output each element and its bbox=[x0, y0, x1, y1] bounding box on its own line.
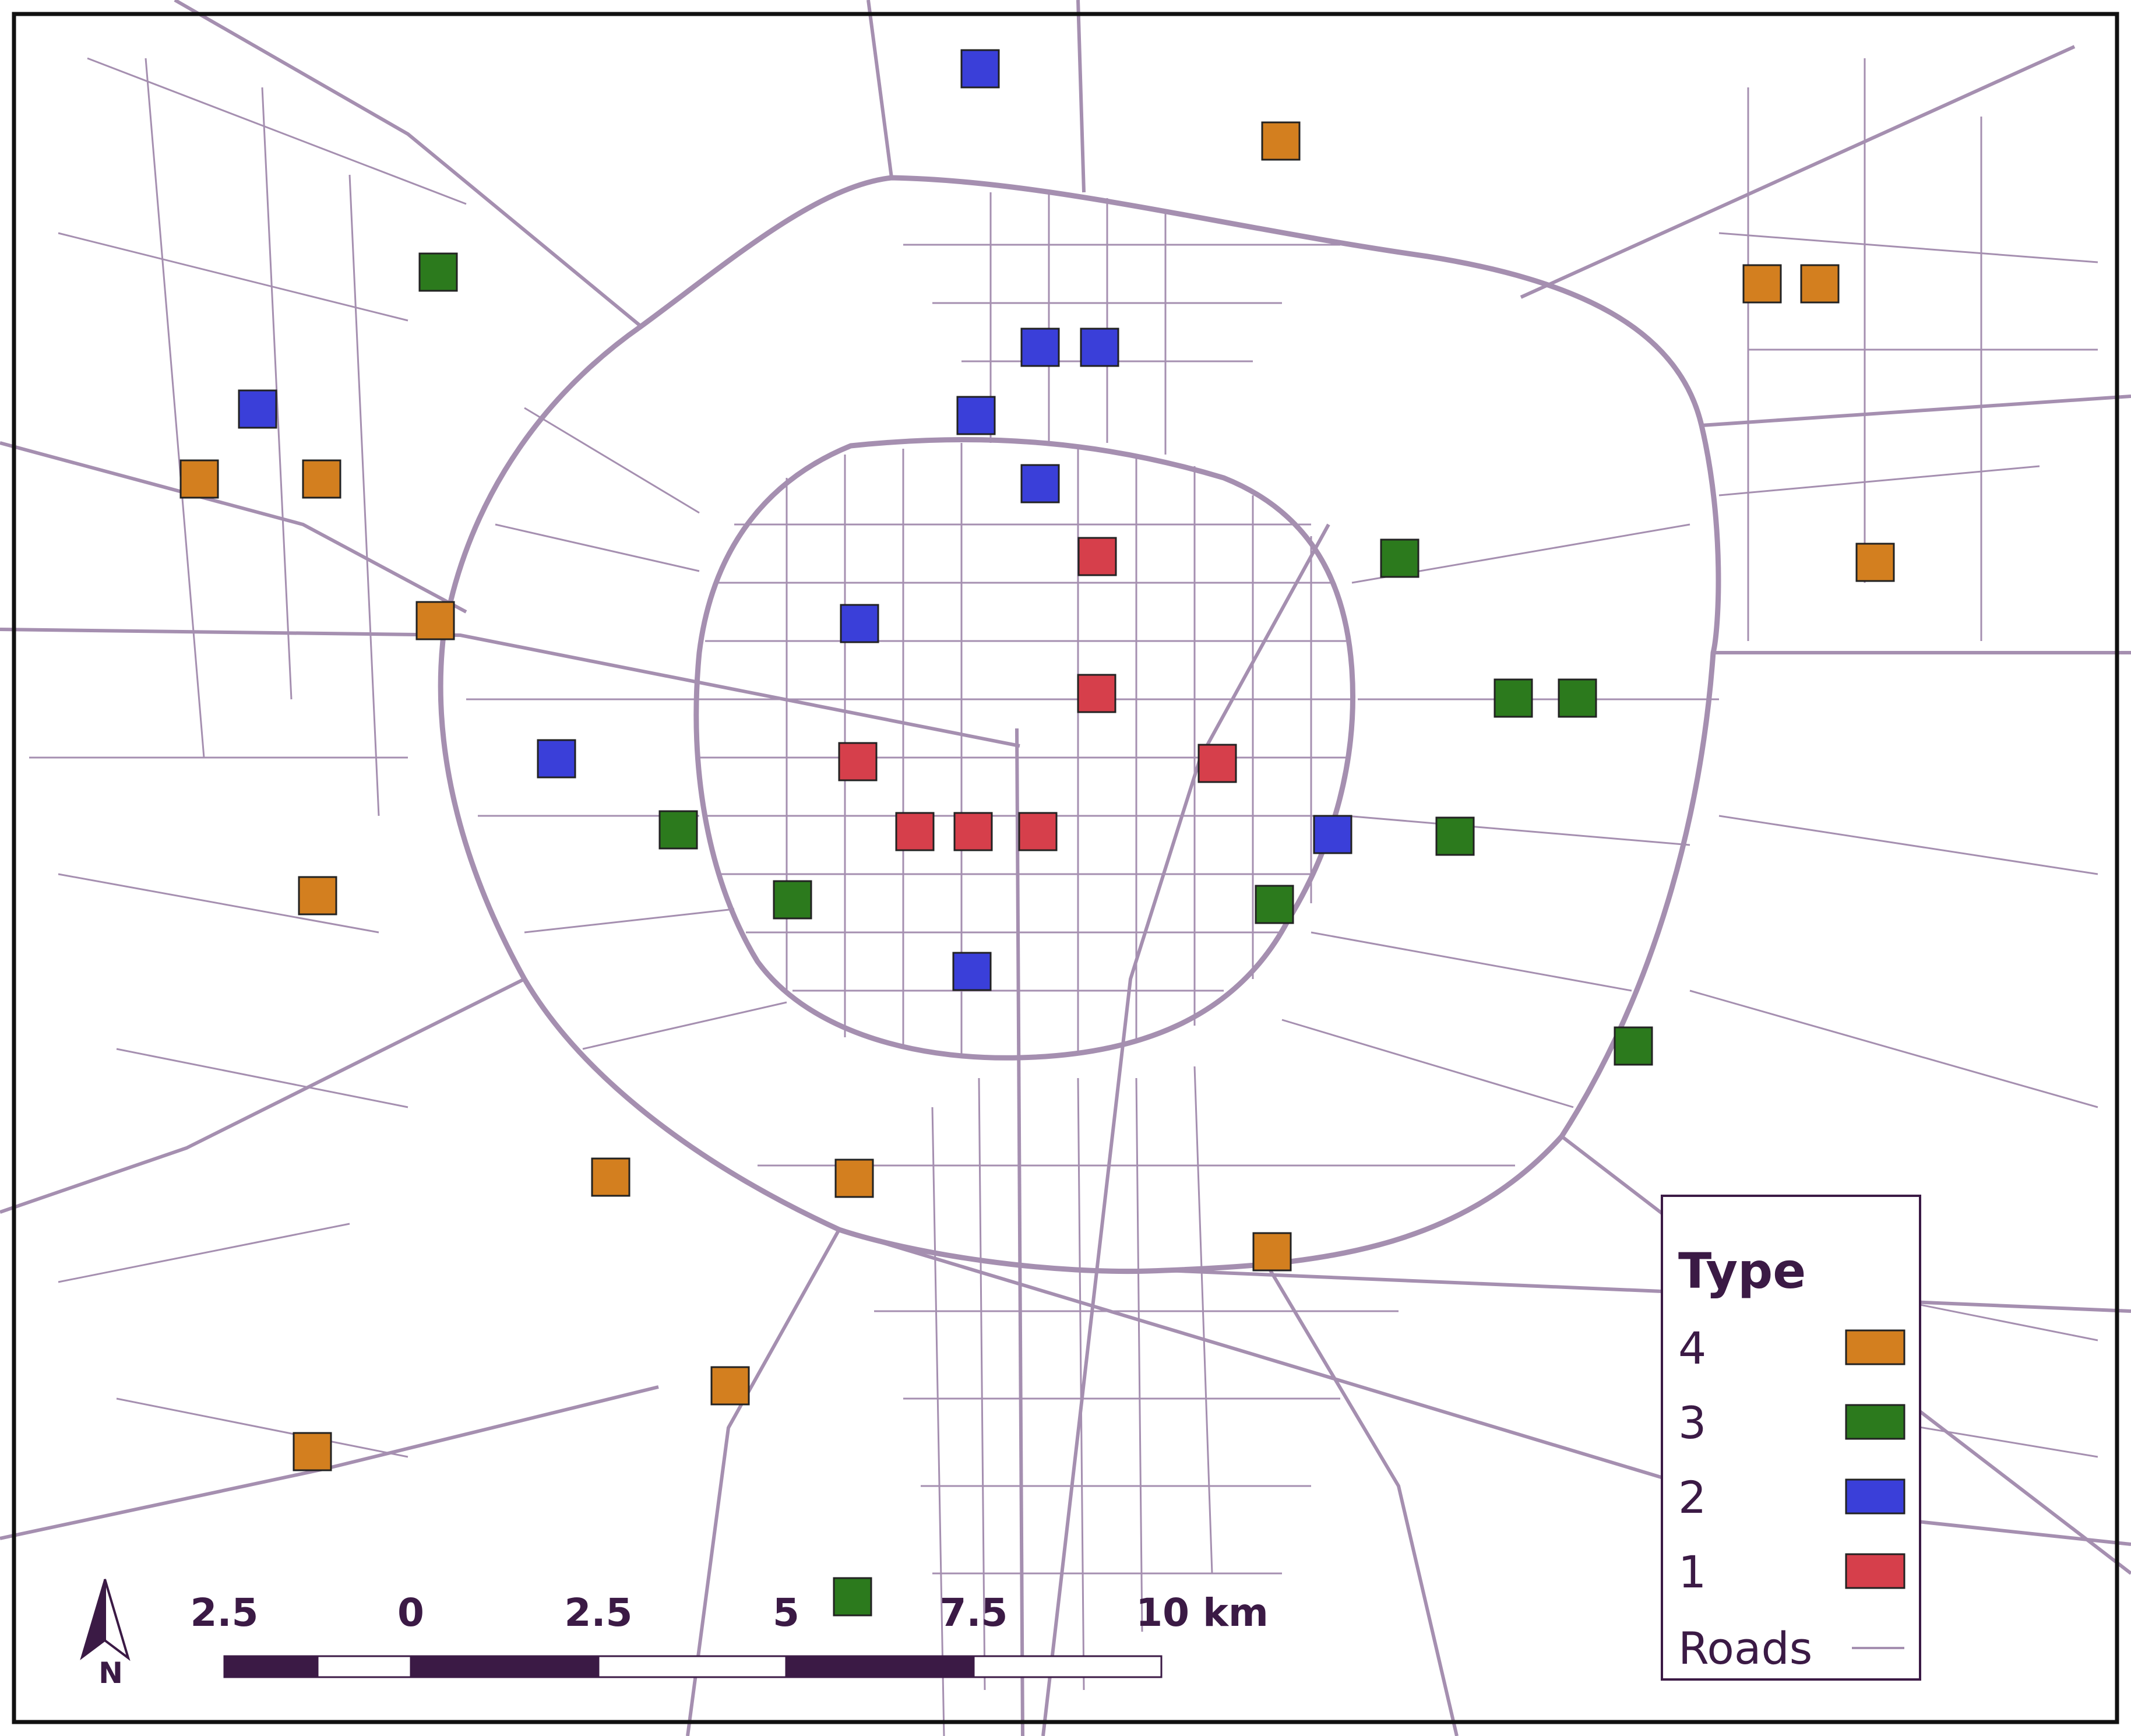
major-road bbox=[1165, 1269, 2131, 1313]
major-road bbox=[1015, 728, 1024, 1736]
site-type-4 bbox=[710, 1366, 750, 1406]
north-arrow-icon: N bbox=[80, 1579, 131, 1690]
site-type-2 bbox=[1080, 328, 1119, 367]
site-type-1 bbox=[953, 812, 993, 851]
site-type-3 bbox=[1614, 1026, 1653, 1066]
scale-label: 2.5 bbox=[191, 1590, 259, 1635]
site-type-1 bbox=[895, 812, 935, 851]
legend-label-type-1: 1 bbox=[1678, 1546, 1706, 1598]
site-type-2 bbox=[1020, 464, 1060, 503]
site-type-3 bbox=[418, 252, 458, 292]
legend: Type 4 3 2 1 Roads bbox=[1661, 1195, 1921, 1681]
site-type-1 bbox=[1077, 674, 1116, 713]
scale-label: 5 bbox=[773, 1590, 799, 1635]
scale-label: 7.5 bbox=[940, 1590, 1008, 1635]
street-grid bbox=[29, 57, 2098, 1736]
major-road bbox=[1701, 395, 2131, 427]
site-type-3 bbox=[1435, 816, 1475, 856]
site-type-4 bbox=[1252, 1232, 1292, 1272]
site-type-4 bbox=[415, 601, 455, 640]
scale-segment bbox=[223, 1655, 319, 1678]
legend-swatch-type-4 bbox=[1845, 1329, 1905, 1365]
site-type-3 bbox=[833, 1577, 872, 1617]
site-type-4 bbox=[298, 876, 337, 915]
site-type-1 bbox=[1077, 537, 1117, 576]
site-type-2 bbox=[956, 396, 996, 435]
site-type-1 bbox=[1197, 744, 1237, 783]
site-type-4 bbox=[834, 1158, 874, 1198]
site-type-2 bbox=[1313, 815, 1352, 854]
outer-ring-road bbox=[438, 175, 1721, 1274]
legend-swatch-type-2 bbox=[1845, 1478, 1905, 1515]
site-type-3 bbox=[1255, 885, 1294, 924]
scale-segment bbox=[785, 1655, 975, 1678]
site-markers bbox=[179, 49, 1895, 1617]
legend-swatch-type-1 bbox=[1845, 1553, 1905, 1589]
legend-title: Type bbox=[1678, 1242, 1806, 1300]
site-type-4 bbox=[1261, 121, 1301, 161]
scale-label: 10 km bbox=[1136, 1590, 1269, 1635]
scale-label: 0 bbox=[397, 1590, 424, 1635]
major-road bbox=[174, 0, 642, 328]
major-road bbox=[0, 628, 1020, 748]
site-type-1 bbox=[1018, 812, 1058, 851]
major-road bbox=[686, 1228, 841, 1736]
major-road bbox=[0, 441, 467, 614]
site-type-4 bbox=[1800, 264, 1840, 304]
scale-label: 2.5 bbox=[565, 1590, 633, 1635]
scale-bar: 2.5 0 2.5 5 7.5 10 km bbox=[191, 1590, 1269, 1678]
site-type-4 bbox=[1742, 264, 1782, 304]
scale-segment bbox=[316, 1655, 412, 1678]
major-road bbox=[867, 0, 893, 178]
legend-label-type-4: 4 bbox=[1678, 1322, 1706, 1374]
site-type-4 bbox=[302, 459, 341, 499]
site-type-3 bbox=[1558, 678, 1597, 718]
site-type-1 bbox=[838, 742, 878, 781]
legend-label-type-3: 3 bbox=[1678, 1397, 1706, 1449]
site-type-3 bbox=[1380, 538, 1420, 578]
site-type-3 bbox=[773, 880, 812, 920]
site-type-2 bbox=[537, 739, 576, 779]
site-type-3 bbox=[1494, 678, 1533, 718]
legend-label-type-2: 2 bbox=[1678, 1471, 1706, 1523]
legend-swatch-type-3 bbox=[1845, 1404, 1905, 1440]
scale-segment bbox=[410, 1655, 600, 1678]
site-type-4 bbox=[1855, 543, 1895, 582]
site-type-2 bbox=[840, 604, 879, 643]
major-road bbox=[1520, 45, 2076, 299]
scale-segment bbox=[597, 1655, 787, 1678]
site-type-2 bbox=[238, 389, 277, 429]
site-type-2 bbox=[1020, 328, 1060, 367]
site-type-4 bbox=[591, 1157, 631, 1197]
map-frame bbox=[12, 12, 2119, 1724]
site-type-3 bbox=[658, 810, 698, 850]
legend-label-roads: Roads bbox=[1678, 1622, 1812, 1674]
major-road bbox=[1269, 1269, 1459, 1736]
site-type-4 bbox=[293, 1432, 332, 1471]
north-label: N bbox=[98, 1656, 123, 1690]
middle-ring-road bbox=[693, 436, 1355, 1061]
site-type-2 bbox=[960, 49, 1000, 89]
major-road bbox=[0, 977, 526, 1214]
major-road bbox=[1076, 0, 1086, 193]
site-type-4 bbox=[179, 459, 219, 499]
site-type-2 bbox=[952, 952, 992, 991]
scale-segment bbox=[973, 1655, 1163, 1678]
